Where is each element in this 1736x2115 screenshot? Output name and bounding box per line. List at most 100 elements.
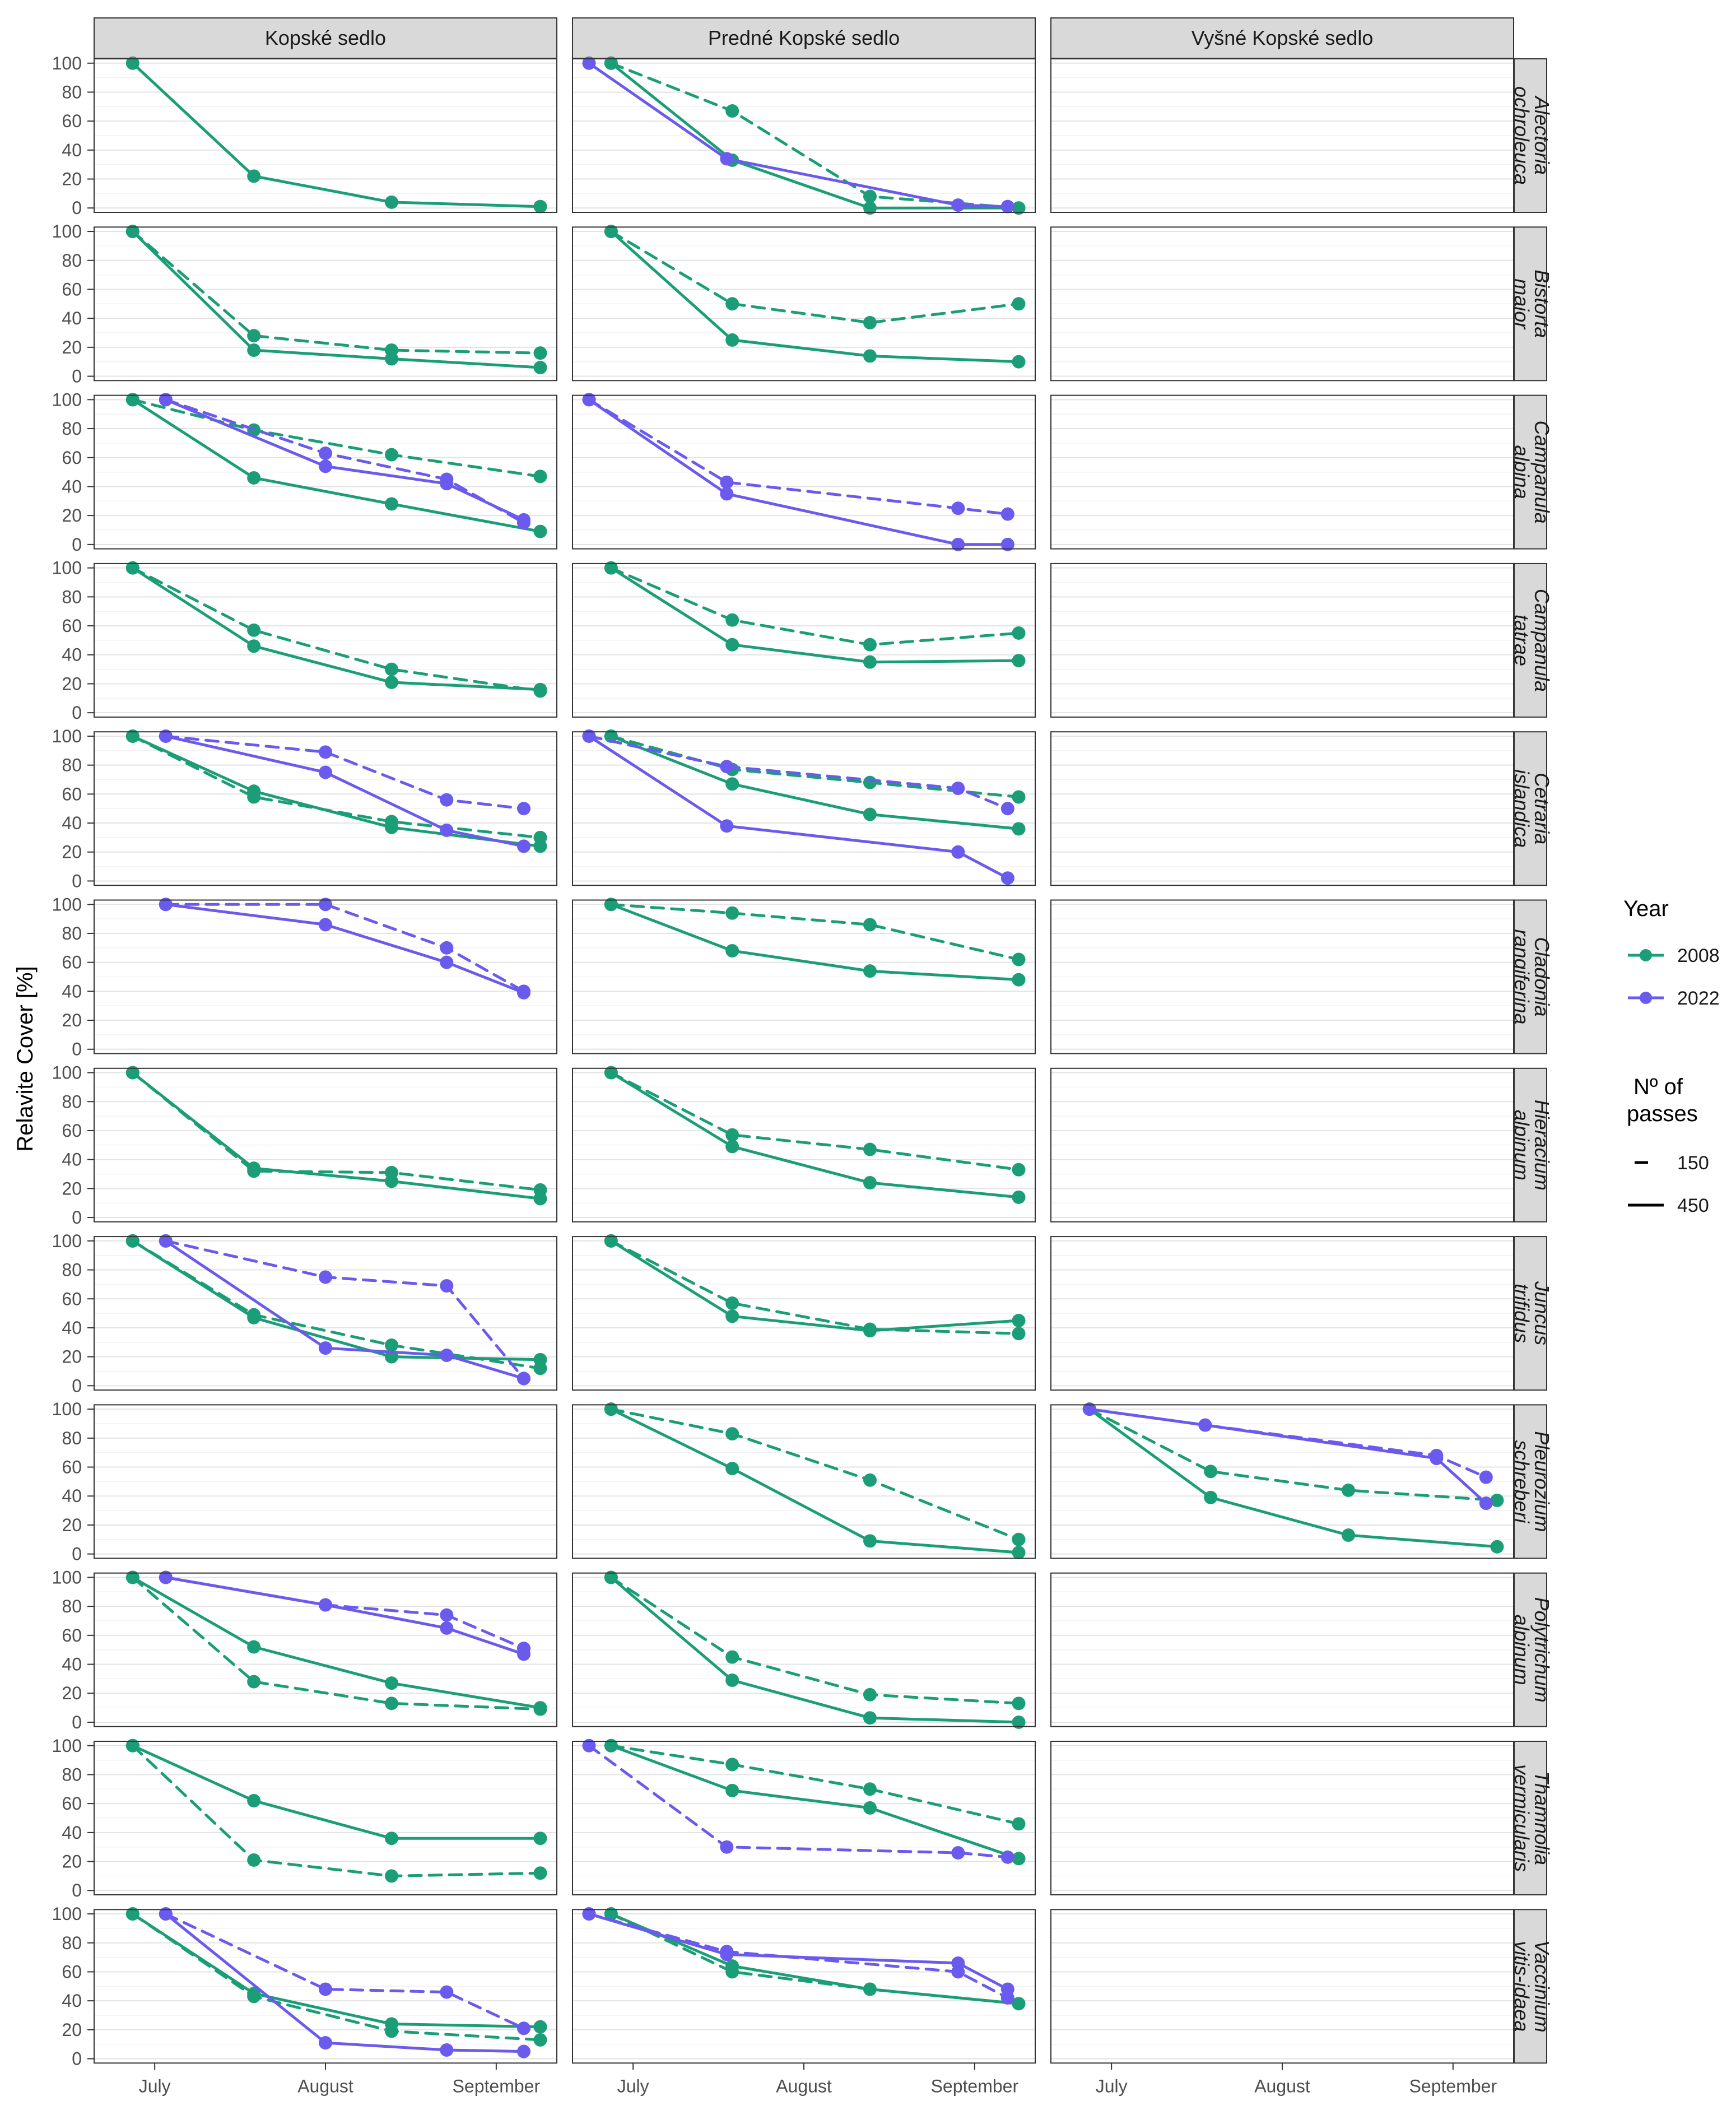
data-point-2008-450 (863, 349, 877, 363)
panel-border (572, 731, 1036, 886)
data-point-2008-150 (385, 815, 398, 829)
data-point-2008-150 (604, 1739, 618, 1753)
y-tick-label: 40 (62, 476, 82, 496)
series-line-2008-150 (131, 735, 542, 839)
data-point-2008-150 (863, 1688, 877, 1702)
data-point-2008-150 (247, 1675, 261, 1689)
row-strip (1514, 394, 1547, 550)
y-tick-label: 80 (62, 1764, 82, 1784)
y-tick-label: 20 (62, 337, 82, 357)
series-line-2008-150 (131, 1912, 542, 2042)
data-point-2008-450 (385, 497, 398, 511)
data-point-2022-150 (517, 516, 530, 530)
data-point-2022-450 (720, 487, 734, 501)
y-tick-label: 100 (52, 894, 82, 914)
series-line-2022-450 (588, 398, 1009, 546)
series-line-2008-150 (609, 1239, 1020, 1335)
y-tick-label: 100 (52, 1399, 82, 1419)
data-point-2008-150 (725, 1650, 739, 1664)
facet-panel (572, 729, 1036, 886)
series-line-2008-450 (609, 1744, 1020, 1860)
data-point-2022-450 (582, 56, 596, 70)
row-strip-label-line: Campanula (1530, 589, 1553, 692)
series-line-2008-150 (131, 1744, 542, 1877)
data-point-2022-150 (517, 802, 530, 816)
series-line-2008-450 (609, 735, 1020, 830)
facet-panel (94, 1907, 557, 2064)
data-point-2022-150 (1000, 1991, 1014, 2005)
data-point-2008-450 (385, 675, 398, 689)
row-strip (1514, 1236, 1547, 1391)
data-point-2008-150 (533, 1361, 547, 1375)
data-point-2022-150 (951, 782, 965, 796)
y-tick-label: 0 (72, 1039, 82, 1059)
x-tick-label: August (1254, 2076, 1310, 2096)
facet-panel (1050, 563, 1514, 718)
data-point-2022-450 (319, 2036, 332, 2050)
row-strip-label-line: Hieracium (1530, 1100, 1553, 1191)
data-point-2022-150 (951, 1846, 965, 1860)
y-tick-label: 0 (72, 534, 82, 555)
data-point-2008-150 (1012, 1817, 1026, 1831)
data-point-2008-450 (1342, 1528, 1355, 1542)
data-point-2022-450 (440, 955, 454, 969)
facet-panel (572, 1907, 1036, 2064)
y-tick-label: 20 (62, 1178, 82, 1198)
data-point-2008-150 (604, 898, 618, 912)
data-point-2008-150 (385, 1165, 398, 1179)
row-strip-label-line: Juncus (1530, 1281, 1553, 1345)
data-point-2022-150 (720, 760, 734, 774)
data-point-2008-150 (604, 729, 618, 743)
data-point-2008-450 (247, 1793, 261, 1807)
y-tick-label: 60 (62, 1289, 82, 1309)
data-point-2022-150 (582, 393, 596, 407)
data-point-2008-450 (1012, 822, 1026, 836)
panel-border (572, 899, 1036, 1054)
series-line-2008-450 (609, 230, 1020, 364)
row-strip-label: Hieraciumalpinum (1510, 1100, 1553, 1191)
x-tick-label: July (1096, 2076, 1128, 2096)
data-point-2008-150 (604, 1234, 618, 1248)
y-axis-title: Relavite Cover [%] (13, 966, 38, 1151)
panel-border (94, 226, 557, 382)
data-point-2008-150 (863, 638, 877, 652)
series-line-2008-450 (131, 398, 542, 533)
data-point-2022-450 (319, 918, 332, 932)
legend-year-label: 2022 (1677, 988, 1720, 1009)
data-point-2008-450 (725, 943, 739, 957)
y-tick-label: 40 (62, 1150, 82, 1170)
data-point-2022-150 (1000, 507, 1014, 521)
data-point-2008-450 (1012, 1546, 1026, 1560)
data-point-2022-450 (1000, 871, 1014, 885)
data-point-2008-450 (385, 1676, 398, 1690)
y-tick-label: 100 (52, 1736, 82, 1756)
y-tick-label: 80 (62, 419, 82, 439)
row-strip-label-line: Cladonia (1530, 937, 1553, 1016)
data-point-2008-150 (725, 104, 739, 118)
facet-panel (94, 1234, 557, 1391)
data-point-2008-150 (247, 1853, 261, 1867)
data-point-2022-450 (319, 765, 332, 779)
data-point-2008-150 (725, 1128, 739, 1142)
data-point-2008-150 (125, 393, 139, 407)
data-point-2008-150 (863, 1322, 877, 1336)
series-line-2008-450 (131, 1744, 542, 1840)
y-tick-label: 20 (62, 1010, 82, 1030)
data-point-2008-450 (1012, 1314, 1026, 1328)
data-point-2008-450 (725, 1140, 739, 1154)
panel-border (1050, 731, 1514, 886)
row-strip-label-line: Thamnolia (1530, 1771, 1553, 1865)
row-strip-label: Cetrariaislandica (1510, 769, 1553, 848)
series-line-2022-150 (588, 398, 1009, 516)
data-point-2008-150 (604, 1066, 618, 1080)
data-point-2008-450 (725, 1783, 739, 1797)
data-point-2008-150 (385, 1696, 398, 1710)
data-point-2008-150 (863, 315, 877, 329)
panel-border (94, 731, 557, 886)
y-tick-label: 80 (62, 82, 82, 102)
data-point-2008-450 (725, 1673, 739, 1687)
data-point-2022-450 (1000, 537, 1014, 551)
data-point-2008-450 (1012, 1715, 1026, 1729)
data-point-2008-450 (533, 1832, 547, 1846)
data-point-2022-450 (951, 537, 965, 551)
